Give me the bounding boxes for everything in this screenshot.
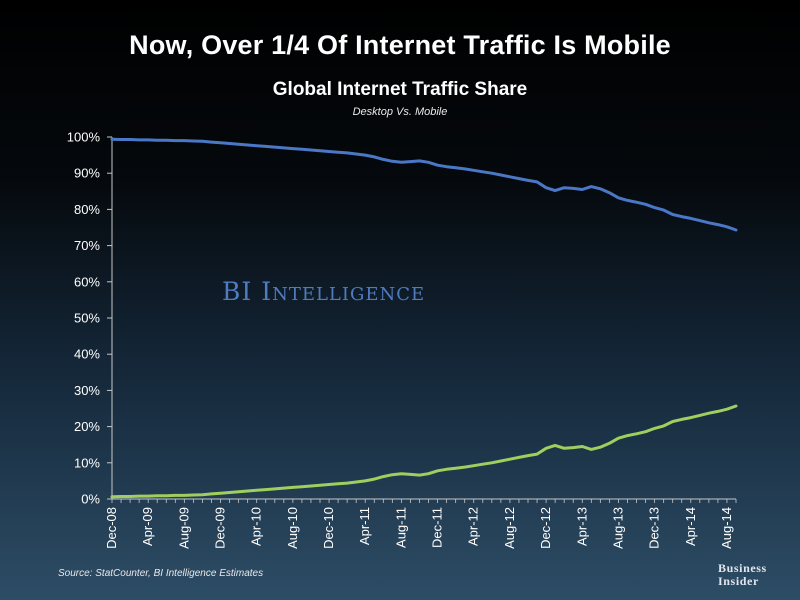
chart-subtitle: Desktop Vs. Mobile [352, 106, 448, 118]
x-tick-label: Aug-09 [176, 507, 191, 549]
x-tick-label: Aug-14 [719, 507, 734, 549]
x-tick-label: Dec-13 [647, 507, 662, 549]
page-title: Now, Over 1/4 Of Internet Traffic Is Mob… [129, 30, 671, 60]
series-line-mobile [110, 404, 738, 499]
y-tick-label: 50% [74, 311, 100, 326]
x-tick-label: Dec-10 [321, 507, 336, 549]
x-tick-label: Apr-10 [249, 507, 264, 546]
x-tick-label: Dec-11 [430, 507, 445, 548]
source-note: Source: StatCounter, BI Intelligence Est… [58, 568, 264, 579]
y-tick-label: 0% [81, 492, 100, 507]
x-tick-label: Aug-13 [610, 507, 625, 549]
series-line-desktop [110, 137, 738, 232]
brand-line-1: Business [718, 561, 767, 575]
y-tick-label: 60% [74, 274, 100, 289]
y-tick-label: 100% [67, 130, 101, 145]
y-tick-label: 90% [74, 166, 100, 181]
x-tick-label: Aug-10 [285, 507, 300, 549]
y-tick-label: 70% [74, 238, 100, 253]
y-tick-label: 40% [74, 347, 100, 362]
y-tick-label: 10% [74, 455, 100, 470]
brand-logo: Business Insider [718, 562, 788, 588]
x-tick-label: Aug-12 [502, 507, 517, 549]
watermark-logo: BI Intelligence [222, 277, 426, 306]
chart-title: Global Internet Traffic Share [272, 79, 528, 100]
x-tick-label: Dec-12 [538, 507, 553, 549]
brand-line-2: Insider [718, 574, 759, 588]
y-tick-label: 30% [74, 383, 100, 398]
x-tick-label: Dec-09 [213, 507, 228, 549]
x-tick-label: Apr-13 [574, 507, 589, 546]
x-tick-label: Apr-09 [140, 507, 155, 546]
x-tick-label: Apr-12 [466, 507, 481, 546]
y-tick-label: 80% [74, 202, 100, 217]
y-tick-label: 20% [74, 419, 100, 434]
x-tick-label: Aug-11 [393, 507, 408, 548]
x-tick-label: Apr-11 [357, 507, 372, 545]
x-tick-label: Dec-08 [104, 507, 119, 549]
x-tick-label: Apr-14 [683, 507, 698, 546]
